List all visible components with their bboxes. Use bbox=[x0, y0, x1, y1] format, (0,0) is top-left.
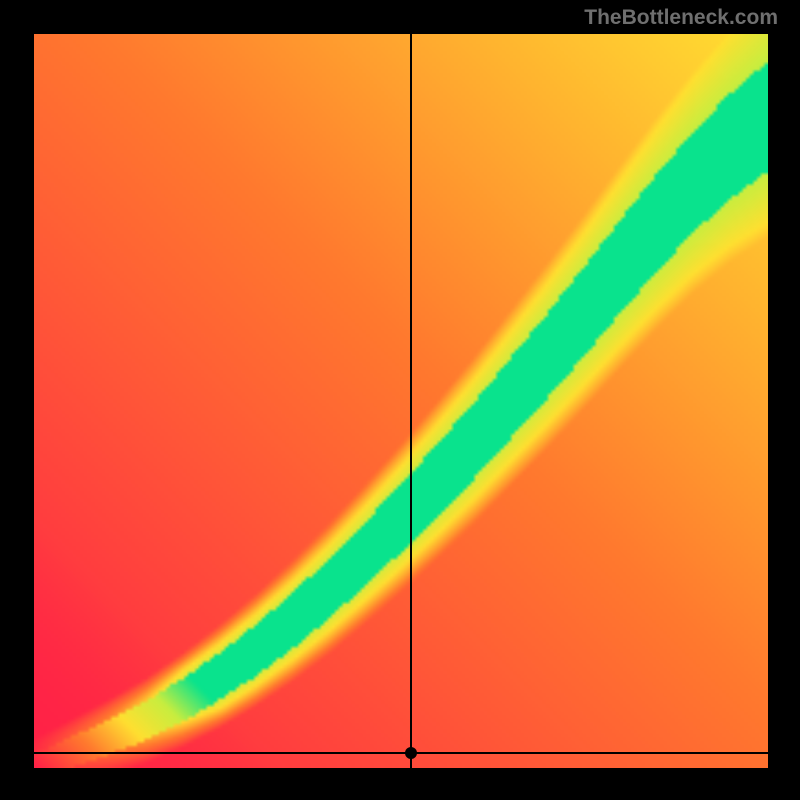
heatmap-canvas bbox=[34, 34, 768, 768]
crosshair-marker-dot bbox=[405, 747, 417, 759]
watermark-text: TheBottleneck.com bbox=[584, 6, 778, 30]
crosshair-vertical-line bbox=[410, 34, 412, 768]
chart-container: { "watermark": { "text": "TheBottleneck.… bbox=[0, 0, 800, 800]
heatmap-plot bbox=[34, 34, 768, 768]
crosshair-horizontal-line bbox=[34, 752, 768, 754]
